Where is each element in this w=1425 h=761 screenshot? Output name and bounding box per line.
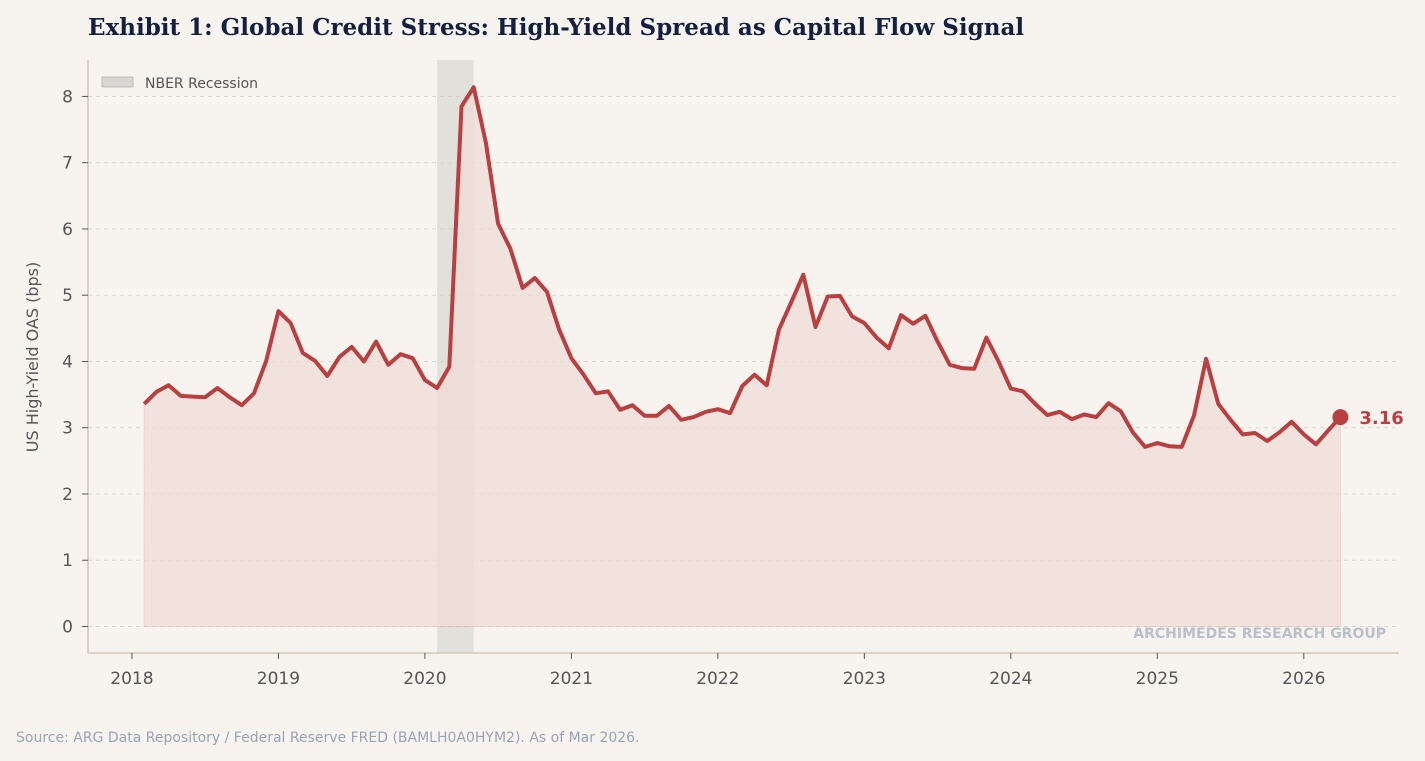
y-tick-label: 1: [62, 551, 73, 571]
x-tick-label: 2024: [989, 669, 1032, 689]
x-ticks: 2018 2019 2020 2021 2022 2023 2024 2025 2026: [110, 653, 1325, 689]
y-tick-label: 3: [62, 419, 73, 439]
x-tick-label: 2025: [1136, 669, 1179, 689]
x-tick-label: 2022: [696, 669, 739, 689]
series-area: [143, 85, 1341, 627]
y-axis-label: US High-Yield OAS (bps): [23, 262, 42, 452]
x-tick-label: 2026: [1282, 669, 1325, 689]
x-tick-label: 2019: [257, 669, 300, 689]
y-tick-label: 0: [62, 617, 73, 637]
y-tick-label: 6: [62, 220, 73, 240]
y-tick-label: 4: [62, 352, 73, 372]
legend: NBER Recession: [101, 76, 258, 92]
y-ticks: 0 1 2 3 4 5 6 7 8: [62, 87, 88, 637]
y-tick-label: 5: [62, 286, 73, 306]
y-tick-label: 2: [62, 485, 73, 505]
series-line: [142, 85, 1342, 449]
x-tick-label: 2018: [110, 669, 153, 689]
y-tick-label: 8: [62, 87, 73, 107]
legend-label-recession: NBER Recession: [145, 76, 258, 92]
last-value-label: 3.16: [1359, 408, 1403, 429]
x-tick-label: 2020: [403, 669, 446, 689]
chart-title: Exhibit 1: Global Credit Stress: High-Yi…: [88, 14, 1024, 41]
last-point-marker: [1332, 409, 1349, 426]
x-tick-label: 2023: [843, 669, 886, 689]
y-tick-label: 7: [62, 154, 73, 174]
source-note: Source: ARG Data Repository / Federal Re…: [16, 730, 640, 746]
x-tick-label: 2021: [550, 669, 593, 689]
legend-swatch-recession: [101, 76, 134, 88]
watermark: ARCHIMEDES RESEARCH GROUP: [1133, 626, 1386, 642]
